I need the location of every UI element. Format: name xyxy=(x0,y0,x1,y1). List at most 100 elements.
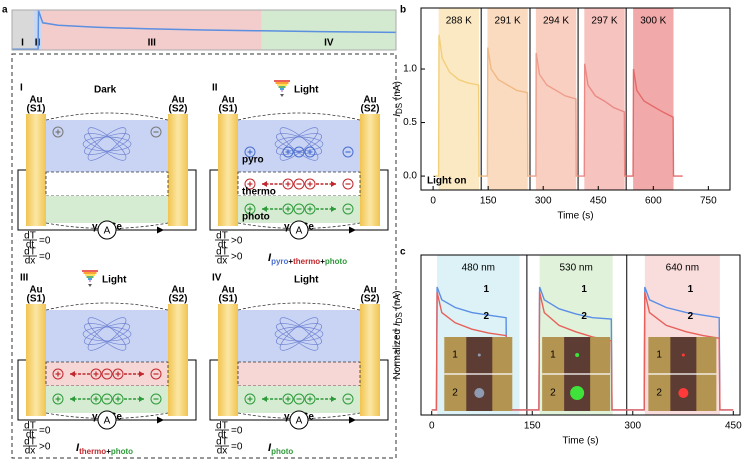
arrow-head xyxy=(70,371,75,377)
ammeter xyxy=(97,220,117,240)
charge xyxy=(282,393,294,405)
current-symbol: I xyxy=(76,442,80,454)
fraction-denominator: dx xyxy=(25,256,36,267)
data-line xyxy=(530,52,579,177)
electrode-label: Au xyxy=(363,95,376,106)
current-part: thermo xyxy=(293,257,320,266)
electrode xyxy=(26,304,46,416)
current-arrow xyxy=(157,416,164,424)
light-path xyxy=(274,326,324,342)
circuit-wire xyxy=(17,359,197,421)
panel-label: c xyxy=(400,247,406,258)
charge xyxy=(90,393,102,405)
fraction-numerator: dT xyxy=(216,231,228,242)
fraction-numerator: dT xyxy=(24,247,36,258)
fraction-numerator: dT xyxy=(216,247,228,258)
condition-label: Light xyxy=(294,275,319,286)
contact-label: (S1) xyxy=(27,294,46,305)
charge xyxy=(101,368,113,380)
top-layer xyxy=(46,310,168,362)
light-window xyxy=(633,8,674,190)
charge xyxy=(150,126,162,138)
y-tick-label: 1.0 xyxy=(403,64,417,75)
fraction-relation: =0 xyxy=(39,426,51,437)
data-line xyxy=(481,47,530,177)
data-line xyxy=(578,63,627,177)
inset-label: 2 xyxy=(550,388,556,399)
charge xyxy=(342,393,354,405)
data-line xyxy=(626,68,683,177)
charge xyxy=(304,203,316,215)
plot-frame xyxy=(420,7,731,191)
ammeter-label: A xyxy=(296,226,303,237)
charge xyxy=(244,393,256,405)
light-icon xyxy=(280,94,284,97)
arrow-head xyxy=(331,396,336,402)
electrode-label: Au xyxy=(29,285,42,296)
charge xyxy=(304,146,316,158)
arrow-head xyxy=(262,206,267,212)
y-axis-label-part: DS xyxy=(395,312,404,323)
current-part: pyro xyxy=(271,257,288,266)
inset-label: 2 xyxy=(452,388,458,399)
light-path xyxy=(83,133,131,155)
charge xyxy=(244,146,256,158)
mechanism-panel: IILightAu(S1)Au(S2)pyrothermophotoγ-InSe… xyxy=(209,80,389,267)
phase-label: III xyxy=(148,38,157,49)
charge xyxy=(112,393,124,405)
y-axis-label: IDS (nA) xyxy=(392,81,404,117)
y-axis-label-part: (nA) xyxy=(392,291,403,313)
charge xyxy=(150,393,162,405)
x-tick-label: 750 xyxy=(700,196,717,207)
x-tick-label: 600 xyxy=(645,196,662,207)
electrode-label: Au xyxy=(221,95,234,106)
fraction-denominator: dx xyxy=(217,256,228,267)
fraction-denominator: dx xyxy=(25,446,36,457)
series-label: 1 xyxy=(688,284,694,295)
electrode xyxy=(218,304,238,416)
electrode-label: Au xyxy=(221,285,234,296)
ammeter-label: A xyxy=(104,416,111,427)
x-axis-label: Time (s) xyxy=(562,436,598,447)
arrow-head xyxy=(262,396,267,402)
arrow-head xyxy=(262,181,267,187)
panel-label: b xyxy=(400,5,406,16)
light-window xyxy=(535,8,577,190)
fraction-denominator: dt xyxy=(218,430,227,441)
panel-numeral: I xyxy=(20,83,23,94)
electrode xyxy=(168,304,188,416)
series-label: 1 xyxy=(484,284,490,295)
charge xyxy=(293,393,305,405)
charge xyxy=(342,146,354,158)
light-path xyxy=(83,323,131,345)
fraction-numerator: dT xyxy=(24,437,36,448)
light-path xyxy=(275,323,323,345)
fraction-relation: >0 xyxy=(39,442,51,453)
y-axis-label-part: DS xyxy=(395,103,404,114)
current-label: Ithermo+photo xyxy=(76,442,133,456)
charge xyxy=(304,393,316,405)
fraction-relation: =0 xyxy=(231,442,243,453)
charge xyxy=(282,203,294,215)
contact-label: (S2) xyxy=(169,104,188,115)
phase-region xyxy=(33,10,42,50)
data-line xyxy=(431,286,734,411)
light-path xyxy=(87,317,127,351)
ammeter-label: A xyxy=(296,416,303,427)
ammeter xyxy=(289,410,309,430)
bottom-layer xyxy=(46,196,168,223)
data-line xyxy=(433,34,482,177)
x-tick-label: 450 xyxy=(725,421,742,432)
condition-label: Light xyxy=(294,85,319,96)
light-path xyxy=(87,127,127,161)
contact-label: (S1) xyxy=(219,294,238,305)
light-path xyxy=(83,133,131,155)
inset-label: 1 xyxy=(550,350,556,361)
window-label: 530 nm xyxy=(559,263,592,274)
middle-layer xyxy=(237,361,361,387)
fraction-numerator: dT xyxy=(24,421,36,432)
current-part: photo xyxy=(325,257,347,266)
ammeter-label: A xyxy=(104,226,111,237)
electrode xyxy=(360,304,380,416)
